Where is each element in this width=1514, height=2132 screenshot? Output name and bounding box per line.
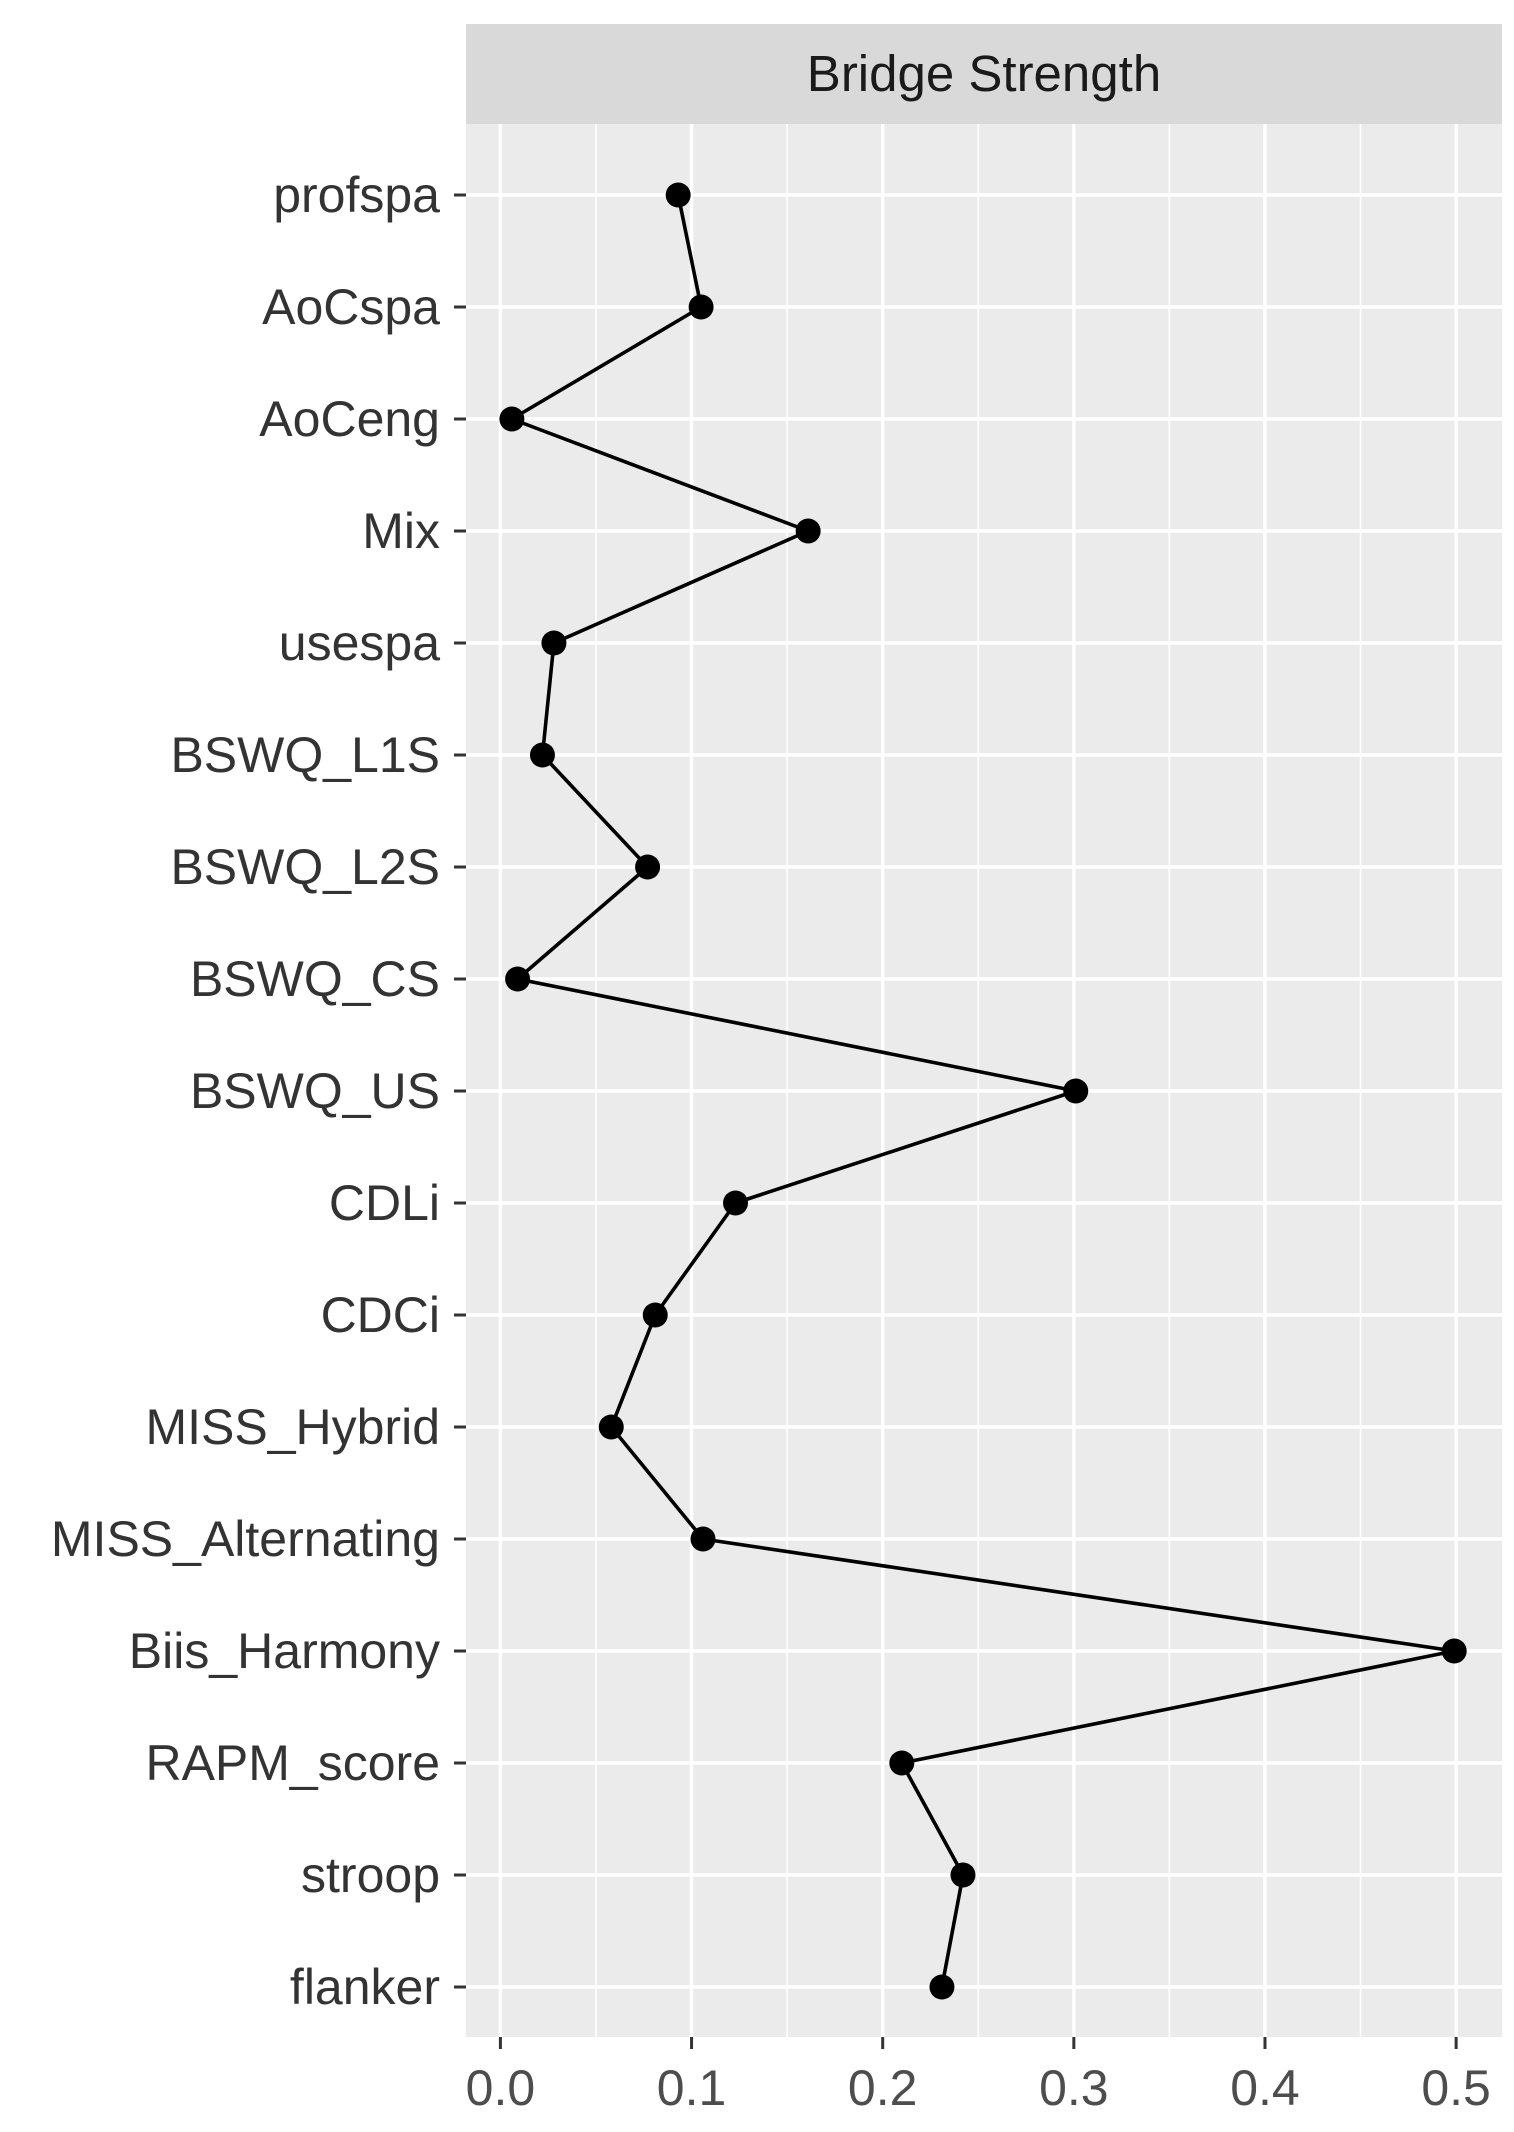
axis-ticks [454, 193, 1458, 2049]
y-axis-labels: profspa AoCspa AoCeng Mix usespa BSWQ_L1S BSWQ… [51, 167, 440, 2015]
minor-gridlines [595, 124, 1362, 2037]
data-point-aoceng [499, 406, 525, 432]
y-tick-label: BSWQ_US [190, 1063, 440, 1119]
y-tick-label: RAPM_score [145, 1735, 440, 1791]
data-point-mix [795, 518, 821, 544]
data-point-bswq-l2s [635, 854, 661, 880]
y-tick-label: Biis_Harmony [129, 1623, 440, 1679]
y-tick-label: stroop [301, 1847, 440, 1903]
y-tick-label: usespa [279, 615, 440, 671]
y-tick-label: BSWQ_L1S [170, 727, 440, 783]
data-point-biis-harmony [1441, 1638, 1467, 1664]
y-tick-label: BSWQ_CS [190, 951, 440, 1007]
y-tick-label: CDCi [321, 1287, 440, 1343]
data-point-flanker [929, 1974, 955, 2000]
data-point-bswq-cs [505, 966, 531, 992]
y-tick-label: BSWQ_L2S [170, 839, 440, 895]
x-axis-labels: 0.0 0.1 0.2 0.3 0.4 0.5 [466, 2060, 1491, 2116]
y-tick-label: AoCeng [259, 391, 440, 447]
data-point-rapm-score [889, 1750, 915, 1776]
x-tick-label: 0.4 [1230, 2060, 1300, 2116]
plot-panel [466, 124, 1502, 2037]
data-point-bswq-us [1063, 1078, 1089, 1104]
data-point-profspa [665, 182, 691, 208]
y-tick-label: flanker [290, 1959, 440, 2015]
y-tick-label: profspa [273, 167, 440, 223]
data-point-stroop [950, 1862, 976, 1888]
y-tick-label: Mix [362, 503, 440, 559]
y-tick-label: CDLi [329, 1175, 440, 1231]
data-point-cdli [723, 1190, 749, 1216]
x-tick-label: 0.1 [657, 2060, 727, 2116]
y-tick-label: AoCspa [262, 279, 440, 335]
y-tick-label: MISS_Alternating [51, 1511, 440, 1567]
facet-strip [466, 24, 1502, 124]
y-tick-label: MISS_Hybrid [145, 1399, 440, 1455]
x-tick-label: 0.2 [848, 2060, 918, 2116]
x-tick-label: 0.5 [1421, 2060, 1491, 2116]
data-point-aocspa [688, 294, 714, 320]
data-point-miss-alternating [690, 1526, 716, 1552]
facet-title: Bridge Strength [807, 45, 1161, 102]
data-point-miss-hybrid [598, 1414, 624, 1440]
data-point-bswq-l1s [529, 742, 555, 768]
data-point-usespa [541, 630, 567, 656]
major-gridlines [466, 124, 1502, 2037]
x-tick-label: 0.3 [1039, 2060, 1109, 2116]
series-bridge-strength [499, 182, 1467, 2000]
x-tick-label: 0.0 [466, 2060, 536, 2116]
data-point-cdci [642, 1302, 668, 1328]
